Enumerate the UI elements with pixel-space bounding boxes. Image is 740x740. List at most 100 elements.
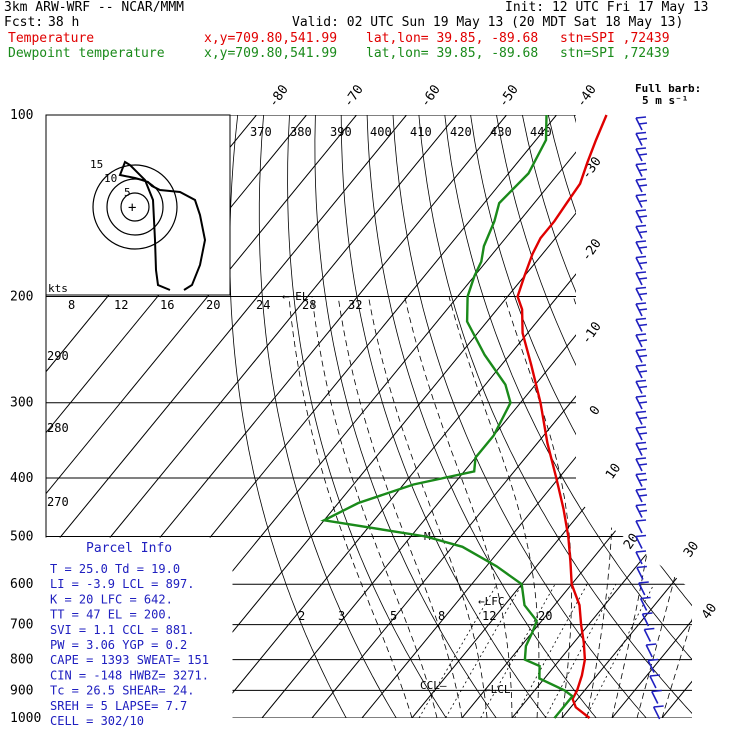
- wind-barb-flag: [635, 224, 647, 228]
- right-temperature-label: 10: [603, 461, 624, 482]
- isotherm: [46, 115, 357, 718]
- isotherm: [46, 115, 457, 718]
- parcel-row: T = 25.0 Td = 19.0: [50, 562, 180, 576]
- wind-barb-flag: [638, 137, 648, 141]
- wind-barb-flag: [653, 705, 664, 708]
- parcel-row: LI = -3.9 LCL = 897.: [50, 577, 195, 591]
- wind-barb-flag: [638, 509, 648, 513]
- wind-barb-flag: [642, 612, 653, 615]
- left-theta-label: 270: [47, 495, 69, 509]
- right-temperature-label: 40: [699, 601, 720, 622]
- hodograph-ring-label: 15: [90, 158, 103, 171]
- wind-barb-flag: [638, 581, 649, 584]
- wind-barb-flag: [635, 178, 647, 181]
- theta-e-label: 20: [206, 298, 220, 312]
- isotherm: [661, 115, 692, 718]
- parcel-row: PW = 3.06 YGP = 0.2: [50, 638, 187, 652]
- dewpoint-trace: [320, 114, 575, 719]
- wind-barb-flag: [638, 432, 648, 435]
- right-temperature-label: 30: [681, 539, 702, 560]
- mixing-ratio-line: [418, 583, 498, 718]
- wind-barb: [651, 691, 659, 704]
- wind-barb-flag: [636, 565, 647, 569]
- wind-barb-flag: [638, 478, 648, 482]
- dry-adiabat: [651, 115, 692, 718]
- temperature-xy: x,y=709.80,541.99: [204, 31, 338, 46]
- dry-adiabat: [418, 115, 692, 718]
- right-temperature-label: -10: [579, 319, 605, 347]
- mixing-ratio-line: [445, 583, 523, 718]
- wind-barb-flag: [635, 333, 647, 336]
- wind-barb-flag: [635, 410, 647, 414]
- parcel-title: Parcel Info: [86, 541, 172, 556]
- wind-barb-flag: [638, 292, 648, 296]
- hodograph-ring-15: [92, 164, 178, 250]
- mixing-ratio-label: 5: [390, 609, 397, 623]
- wind-barb-flag: [638, 215, 648, 218]
- dry-adiabat: [496, 115, 692, 718]
- lfc-marker: ←LFC: [478, 595, 505, 608]
- wind-barb: [649, 675, 657, 689]
- pressure-tick-label: 1000: [10, 711, 41, 726]
- moist-adiabat: [368, 296, 488, 718]
- wind-barb-flag: [638, 199, 648, 203]
- wind-barb-flag: [638, 246, 648, 249]
- left-theta-label: 290: [47, 349, 69, 363]
- theta-e-label: 12: [114, 298, 128, 312]
- wind-barb: [643, 629, 652, 642]
- temperature-trace: [516, 114, 608, 719]
- parcel-row: TT = 47 EL = 200.: [50, 608, 173, 622]
- theta-label: 440: [530, 125, 552, 139]
- sounding-traces: [320, 114, 608, 719]
- dry-adiabat: [599, 115, 692, 718]
- wind-barb: [635, 551, 643, 565]
- moist-adiabat: [337, 296, 463, 718]
- wind-barb-flag: [638, 168, 648, 172]
- dry-adiabat: [366, 115, 608, 718]
- top-temperature-label: -80: [266, 82, 292, 110]
- temperature-station: stn=SPI ,72439: [560, 31, 670, 46]
- wind-barb-flag: [649, 674, 660, 677]
- wind-barb-flag: [635, 519, 647, 522]
- wind-barb-flag: [635, 131, 647, 135]
- wind-barb: [647, 660, 655, 673]
- isotherm: [161, 115, 657, 718]
- pressure-tick-label: 600: [10, 577, 33, 592]
- theta-e-label: 8: [68, 298, 75, 312]
- theta-label: 380: [290, 125, 312, 139]
- wind-barb-flag: [638, 184, 648, 187]
- dry-adiabat: [287, 115, 456, 718]
- mixing-ratio-label: 12: [482, 609, 496, 623]
- lcl-marker: ←LCL: [484, 683, 511, 696]
- theta-label: 430: [490, 125, 512, 139]
- barb-legend-line1: Full barb:: [635, 82, 701, 95]
- wind-barb-flag: [635, 364, 647, 367]
- temperature-legend: Temperature: [8, 31, 95, 46]
- dry-adiabat: [229, 115, 354, 718]
- wind-barb-flag: [635, 503, 647, 507]
- wind-barb-flag: [638, 323, 648, 327]
- hodograph-ring-label: 5: [124, 186, 131, 199]
- moist-adiabat: [572, 296, 613, 718]
- parcel-box-bg: [45, 537, 233, 729]
- wind-barb-flag: [638, 401, 648, 404]
- pressure-tick-label: 700: [10, 618, 33, 633]
- wind-barb-flag: [635, 534, 647, 538]
- wind-barb-flag: [638, 261, 648, 265]
- wind-barb-flag: [638, 385, 648, 389]
- isotherm: [461, 115, 692, 718]
- wind-barb-flag: [635, 395, 647, 398]
- wind-barb-flag: [638, 230, 648, 234]
- parcel-info-box: Parcel Info T = 25.0 Td = 19.0LI = -3.9 …: [45, 537, 233, 729]
- mixing-ratio-line: [480, 584, 556, 718]
- isotherm: [261, 115, 692, 718]
- dry-adiabat: [258, 115, 405, 718]
- pressure-tick-label: 200: [10, 290, 33, 305]
- theta-e-label: 16: [160, 298, 174, 312]
- wind-barb-flag: [638, 463, 648, 466]
- hodograph-origin: +: [128, 200, 136, 216]
- wind-barb-flag: [638, 370, 648, 373]
- dewpoint-latlon: lat,lon= 39.85, -89.68: [366, 46, 539, 61]
- dry-adiabat: [470, 115, 692, 718]
- top-temperature-label: -40: [574, 82, 600, 110]
